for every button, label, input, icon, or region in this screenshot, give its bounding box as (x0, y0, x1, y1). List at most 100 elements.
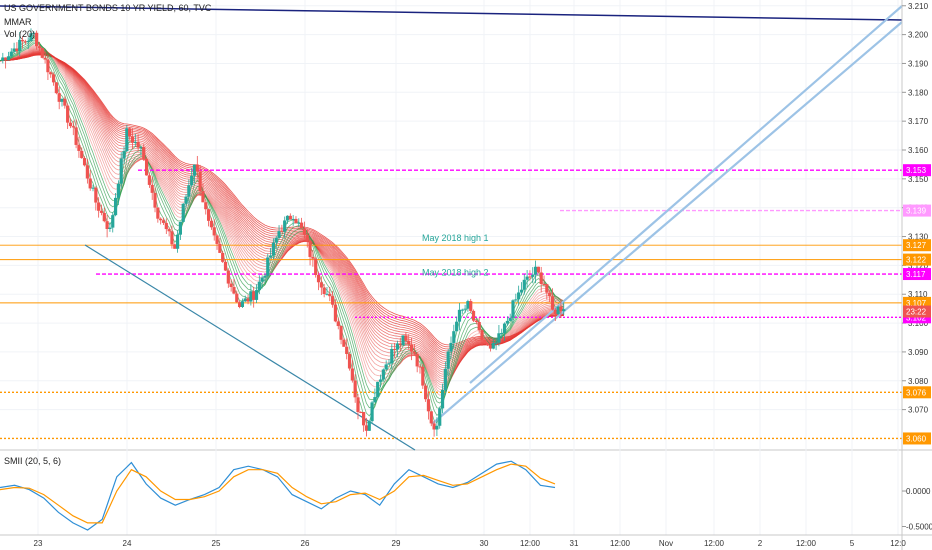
time-tick-label: 2 (758, 539, 763, 548)
price-tick-label: 3.200 (908, 31, 929, 40)
level-price-tag-label: 3.117 (906, 270, 926, 279)
price-tick-label: 3.110 (908, 290, 928, 299)
candle-body (173, 244, 177, 249)
candle-body (294, 218, 298, 224)
candle-body (71, 126, 75, 128)
candle-body (54, 82, 58, 94)
time-tick-label: 12:00 (610, 539, 631, 548)
candle-body (426, 399, 431, 412)
candle-body (37, 46, 42, 49)
candle-body (500, 333, 504, 335)
time-tick-label: 30 (480, 539, 489, 548)
candle-body (517, 292, 521, 300)
time-tick-label: 12:00 (704, 539, 725, 548)
candle-body (460, 309, 464, 311)
candle-body (187, 185, 191, 197)
candle-body (35, 32, 39, 47)
candle-body (443, 368, 447, 390)
candle-body (201, 191, 205, 203)
candle-body (548, 292, 552, 297)
candle-body (249, 291, 253, 302)
candle-body (43, 57, 47, 60)
candle-body (359, 411, 363, 413)
time-axis[interactable]: 23 24 25 26 29 30 12:00 31 12:00 Nov 12:00 2 12:00 5 1… (0, 534, 932, 548)
candle-body (539, 272, 543, 285)
candle-body (156, 207, 160, 219)
annotation-label: May 2018 high 2 (422, 267, 489, 277)
time-tick-label: 12:00 (796, 539, 817, 548)
smi-indicator-label: SMII (20, 5, 6) (4, 456, 62, 466)
candle-body (502, 323, 507, 334)
candle-body (469, 301, 473, 311)
candle-body (328, 293, 332, 297)
candle-body (125, 128, 129, 152)
candle-body (438, 408, 442, 426)
candle-body (556, 306, 560, 315)
candle-body (395, 343, 400, 350)
candle-body (97, 202, 101, 211)
candle-body (314, 258, 318, 275)
price-tick-label: 3.190 (908, 59, 929, 68)
candle-body (477, 322, 481, 331)
candle-body (297, 222, 301, 224)
ribbon-line (0, 53, 564, 352)
candle-body (237, 302, 242, 307)
candle-body (488, 345, 493, 349)
candle-body (113, 197, 118, 216)
candle-body (300, 222, 304, 229)
candle-body (161, 220, 166, 223)
level-price-tag (903, 386, 931, 399)
candle-body (347, 353, 352, 369)
candle-body (260, 277, 264, 282)
candle-body (4, 57, 8, 61)
ribbon-line (0, 37, 564, 417)
candle-body (269, 255, 273, 258)
candle-body (195, 164, 199, 172)
level-price-tag-label: 3.060 (906, 434, 927, 443)
candle-body (91, 187, 95, 189)
ribbon-line (0, 48, 564, 386)
candle-body (381, 369, 385, 380)
candle-body (533, 266, 538, 275)
indicator-volume-label: Vol (20) (4, 29, 36, 39)
annotation-label: May 2018 high 1 (422, 233, 489, 243)
candle-body (531, 274, 535, 277)
candle-body (218, 243, 222, 253)
ribbon-line (0, 39, 564, 409)
candle-body (142, 147, 146, 159)
level-price-tag-label: 3.107 (906, 299, 927, 308)
candle-body (412, 351, 416, 354)
candle-body (542, 284, 546, 286)
annotations: May 2018 high 1 May 2018 high 2 (422, 233, 489, 277)
candle-body (263, 275, 267, 278)
candle-body (51, 74, 56, 83)
candle-body (364, 425, 369, 431)
candle-body (49, 72, 53, 75)
ribbon-line (0, 41, 565, 404)
candle-body (446, 351, 450, 369)
candle-body (130, 136, 135, 143)
candle-body (336, 321, 340, 327)
candle-body (471, 310, 476, 321)
time-tick-label: 5 (850, 539, 855, 548)
candle-body (390, 348, 394, 364)
candle-body (246, 298, 250, 302)
candle-body (429, 411, 433, 424)
ribbon-line (0, 47, 564, 388)
candle-body (23, 41, 27, 43)
candle-body (192, 164, 197, 176)
candle-body (407, 340, 411, 345)
time-tick-label: 31 (570, 539, 579, 548)
candle-body (277, 231, 281, 238)
candle-body (139, 147, 143, 149)
candle-body (283, 220, 287, 232)
candle-body (223, 261, 228, 271)
candle-body (266, 257, 270, 276)
candle-body (452, 331, 456, 343)
candle-body (345, 346, 349, 354)
candle-body (99, 210, 104, 213)
price-axis[interactable]: 3.2103.2003.1903.1803.1703.1603.1503.140… (901, 0, 932, 550)
candle-body (455, 321, 459, 332)
candle-body (170, 231, 174, 245)
